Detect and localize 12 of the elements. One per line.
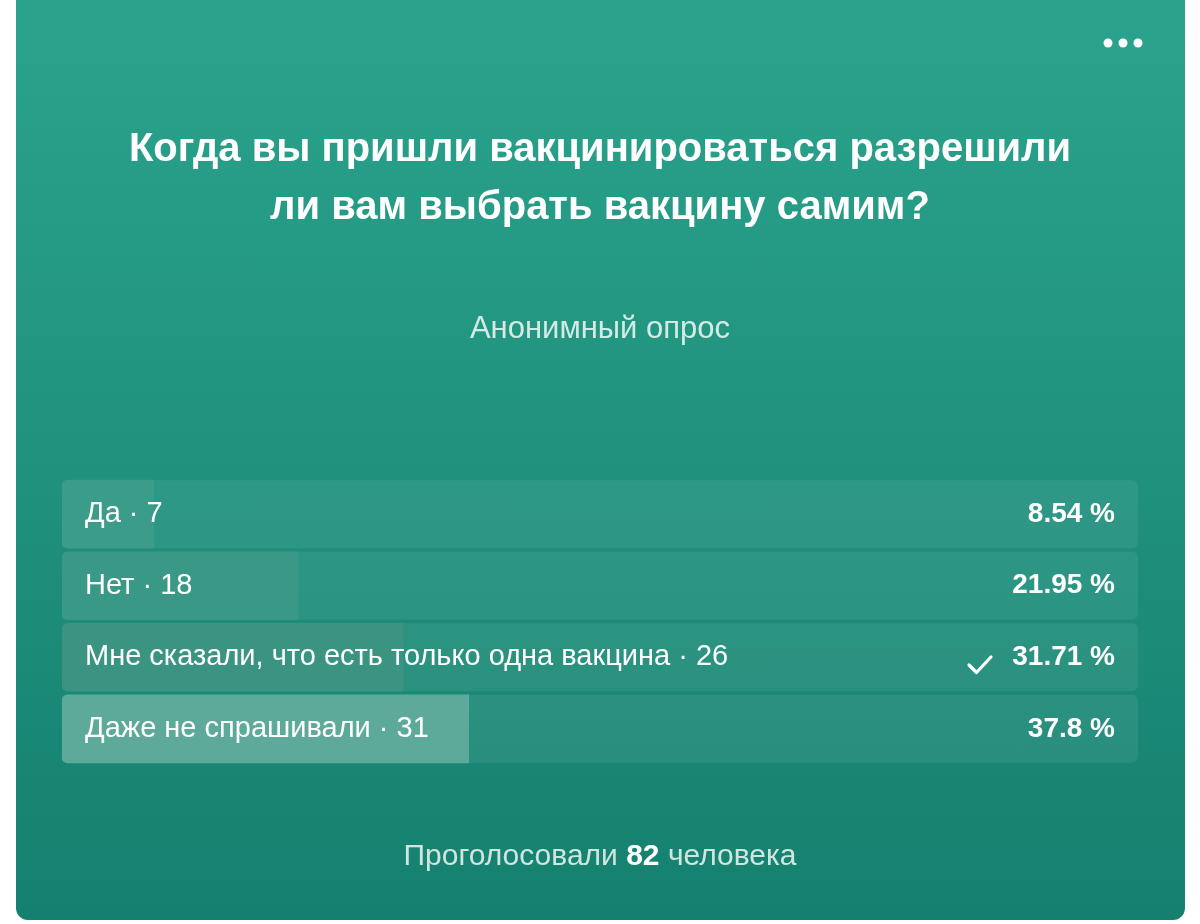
chart-subtitle: Анонимный опрос [468, 310, 732, 346]
data-label: 31.71 % [1012, 639, 1116, 671]
y-tick-label: Да · 7 [85, 496, 163, 529]
data-label: 37.8 % [1027, 711, 1116, 743]
bar [62, 551, 299, 621]
data-label: 21.95 % [1012, 568, 1116, 600]
text: Проголосовали 82 человека [402, 837, 798, 873]
data-label: 8.54 % [1027, 496, 1116, 528]
y-tick-label: Нет · 18 [85, 567, 193, 600]
y-tick-label: Даже не спрашивали · 31 [85, 710, 429, 743]
y-tick-label: Мне сказали, что есть только одна вакцина · 26 [85, 639, 729, 672]
chart-title: Когда вы пришли вакцинироваться разрешили ли вам выбрать вакцину самим? [127, 124, 1073, 229]
